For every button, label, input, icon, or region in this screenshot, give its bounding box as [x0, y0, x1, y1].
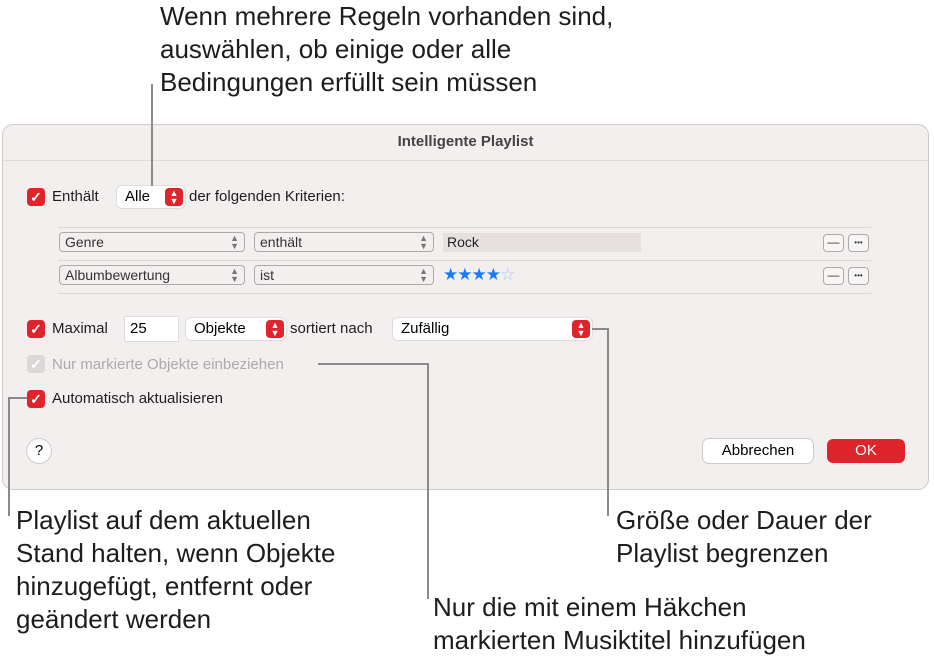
sorted-by-label: sortiert nach [290, 320, 373, 337]
remove-rule-button[interactable]: — [823, 267, 844, 285]
match-mode-value: Alle [125, 188, 151, 205]
rule-field-select[interactable]: Genre ▲ ▼ [59, 232, 245, 252]
divider [58, 260, 871, 261]
rule-field-value: Albumbewertung [65, 267, 171, 283]
limit-checkbox[interactable]: ✓ [27, 320, 45, 338]
leader-line [427, 363, 429, 599]
callout-line: Playlist auf dem aktuellen [16, 505, 311, 535]
title-divider [3, 160, 928, 161]
chevron-updown-icon: ▲ ▼ [419, 233, 428, 251]
divider [58, 227, 871, 228]
cancel-button[interactable]: Abbrechen [703, 439, 813, 463]
callout-live-update: Playlist auf dem aktuellen Stand halten,… [16, 504, 335, 636]
sort-value: Zufällig [401, 320, 450, 337]
star-rating[interactable]: ★★★★☆ [443, 265, 515, 285]
leader-line [607, 328, 609, 516]
ok-button[interactable]: OK [827, 439, 905, 463]
callout-line: Nur die mit einem Häkchen [433, 592, 747, 622]
rule-operator-select[interactable]: enthält ▲ ▼ [254, 232, 434, 252]
rule-value-input[interactable]: Rock [443, 233, 641, 252]
limit-label: Maximal [52, 320, 108, 337]
rule-operator-value: enthält [260, 234, 303, 250]
leader-line [151, 84, 153, 186]
match-mode-popup[interactable]: Alle ▲ ▼ [117, 186, 185, 208]
callout-line: markierten Musiktitel hinzufügen [433, 625, 806, 655]
callout-limit: Größe oder Dauer der Playlist begrenzen [616, 504, 872, 570]
up-down-arrows-icon: ▲ ▼ [572, 320, 590, 338]
rule-field-select[interactable]: Albumbewertung ▲ ▼ [59, 265, 245, 285]
match-suffix: der folgenden Kriterien: [189, 188, 345, 205]
leader-line [318, 363, 429, 365]
dialog-title: Intelligente Playlist [397, 133, 534, 150]
rule-operator-select[interactable]: ist ▲ ▼ [254, 265, 434, 285]
help-button[interactable]: ? [27, 439, 51, 463]
callout-line: Playlist begrenzen [616, 538, 829, 568]
rule-operator-value: ist [260, 267, 274, 283]
remove-rule-button[interactable]: — [823, 234, 844, 252]
chevron-updown-icon: ▲ ▼ [230, 233, 239, 251]
callout-line: Größe oder Dauer der [616, 505, 872, 535]
chevron-updown-icon: ▲ ▼ [230, 266, 239, 284]
rule-field-value: Genre [65, 234, 104, 250]
up-down-arrows-icon: ▲ ▼ [165, 188, 183, 206]
leader-line [8, 397, 27, 399]
chevron-updown-icon: ▲ ▼ [419, 266, 428, 284]
sort-popup[interactable]: Zufällig ▲ ▼ [393, 318, 592, 340]
only-checked-label: Nur markierte Objekte einbeziehen [52, 356, 284, 373]
more-rule-button[interactable]: ••• [848, 267, 869, 285]
divider [58, 293, 871, 294]
more-rule-button[interactable]: ••• [848, 234, 869, 252]
smart-playlist-dialog: Intelligente Playlist ✓ Enthält Alle ▲ ▼ … [2, 124, 929, 490]
star-empty-icon: ☆ [499, 265, 515, 284]
live-update-checkbox[interactable]: ✓ [27, 390, 45, 408]
star-filled-icon: ★★★★ [443, 265, 501, 284]
match-label: Enthält [52, 188, 99, 205]
limit-unit-popup[interactable]: Objekte ▲ ▼ [186, 318, 286, 340]
callout-line: Bedingungen erfüllt sein müssen [160, 67, 538, 97]
match-checkbox[interactable]: ✓ [27, 188, 45, 206]
callout-line: Stand halten, wenn Objekte [16, 538, 336, 568]
leader-line [592, 328, 609, 330]
callout-match-mode: Wenn mehrere Regeln vorhanden sind, ausw… [160, 0, 613, 99]
callout-line: geändert werden [16, 604, 212, 634]
callout-only-checked: Nur die mit einem Häkchen markierten Mus… [433, 591, 806, 657]
callout-line: hinzugefügt, entfernt oder [16, 571, 313, 601]
live-update-label: Automatisch aktualisieren [52, 390, 223, 407]
callout-line: auswählen, ob einige oder alle [160, 34, 512, 64]
leader-line [8, 397, 10, 516]
callout-line: Wenn mehrere Regeln vorhanden sind, [160, 1, 614, 31]
limit-unit-value: Objekte [194, 320, 246, 337]
up-down-arrows-icon: ▲ ▼ [266, 320, 284, 338]
only-checked-checkbox[interactable]: ✓ [27, 355, 45, 373]
limit-value-input[interactable]: 25 [125, 317, 178, 341]
